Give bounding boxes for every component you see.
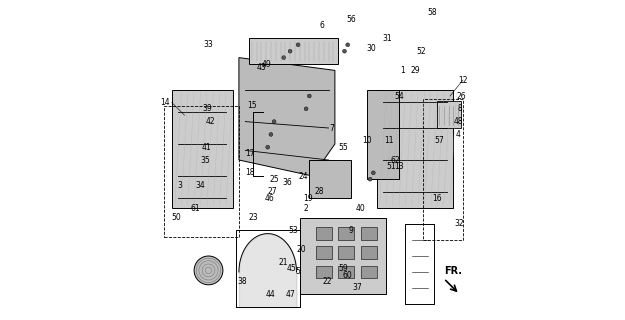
Polygon shape: [376, 90, 453, 208]
Text: 48: 48: [453, 117, 463, 126]
Text: 24: 24: [298, 172, 308, 180]
Text: 5: 5: [296, 268, 301, 276]
Text: 14: 14: [161, 98, 170, 107]
Circle shape: [288, 49, 292, 53]
Text: 10: 10: [362, 136, 372, 145]
Text: 43: 43: [256, 63, 266, 72]
Bar: [361, 246, 376, 259]
Text: 31: 31: [383, 34, 392, 43]
Text: 21: 21: [279, 258, 289, 267]
Text: 57: 57: [434, 136, 444, 145]
Text: 18: 18: [246, 168, 255, 177]
Bar: [316, 227, 332, 240]
Text: 55: 55: [338, 143, 348, 152]
Text: 61: 61: [191, 204, 201, 212]
Text: FR.: FR.: [444, 266, 462, 276]
Bar: [338, 227, 354, 240]
Text: 56: 56: [346, 15, 356, 24]
Bar: [361, 266, 376, 278]
Circle shape: [282, 56, 286, 60]
Bar: [164, 106, 239, 237]
Text: 41: 41: [202, 143, 212, 152]
Text: 47: 47: [285, 290, 295, 299]
Text: 51: 51: [386, 162, 396, 171]
Bar: [316, 246, 332, 259]
Polygon shape: [249, 38, 338, 64]
Text: 45: 45: [287, 264, 297, 273]
Polygon shape: [172, 90, 232, 208]
Circle shape: [194, 256, 223, 285]
Bar: [338, 246, 354, 259]
Circle shape: [266, 145, 269, 149]
Text: 59: 59: [338, 264, 348, 273]
Text: 27: 27: [268, 188, 278, 196]
Text: 9: 9: [349, 226, 353, 235]
Text: 26: 26: [456, 92, 466, 100]
Text: 60: 60: [343, 271, 352, 280]
Text: 4: 4: [456, 130, 461, 139]
Text: 7: 7: [329, 124, 334, 132]
Text: 2: 2: [304, 204, 309, 212]
Text: 29: 29: [410, 66, 420, 75]
Text: 34: 34: [196, 181, 206, 190]
Bar: [438, 101, 461, 128]
Text: 37: 37: [352, 284, 362, 292]
Text: 20: 20: [296, 245, 306, 254]
Text: 11: 11: [384, 136, 394, 145]
Bar: [361, 227, 376, 240]
Text: 16: 16: [432, 194, 442, 203]
Text: 22: 22: [322, 277, 332, 286]
Circle shape: [308, 94, 311, 98]
Text: 49: 49: [261, 60, 271, 68]
Polygon shape: [367, 90, 399, 179]
Text: 36: 36: [282, 178, 292, 187]
Text: 6: 6: [319, 21, 324, 30]
Text: 28: 28: [314, 188, 324, 196]
Text: 33: 33: [204, 40, 213, 49]
Text: 46: 46: [264, 194, 274, 203]
Text: 15: 15: [247, 101, 256, 110]
Circle shape: [269, 132, 273, 136]
Text: 30: 30: [367, 44, 377, 52]
Text: 40: 40: [356, 204, 366, 212]
Text: 3: 3: [177, 181, 182, 190]
Text: 1: 1: [400, 66, 404, 75]
Text: 44: 44: [266, 290, 276, 299]
Circle shape: [342, 49, 346, 53]
Circle shape: [346, 43, 349, 47]
Bar: [423, 99, 463, 240]
Text: 54: 54: [394, 92, 404, 100]
Circle shape: [296, 43, 300, 47]
Circle shape: [371, 171, 375, 175]
Polygon shape: [309, 160, 351, 198]
Circle shape: [304, 107, 308, 111]
Polygon shape: [239, 58, 335, 176]
Text: 12: 12: [458, 76, 468, 84]
Text: 53: 53: [288, 226, 298, 235]
Text: 8: 8: [458, 104, 462, 113]
Text: 42: 42: [205, 117, 215, 126]
Circle shape: [368, 177, 372, 181]
Text: 13: 13: [394, 162, 404, 171]
Polygon shape: [300, 218, 386, 294]
Text: 39: 39: [202, 104, 212, 113]
Bar: [338, 266, 354, 278]
Text: 50: 50: [172, 213, 181, 222]
Text: 62: 62: [391, 156, 401, 164]
Text: 23: 23: [249, 213, 258, 222]
Circle shape: [272, 120, 276, 124]
Text: 25: 25: [269, 175, 279, 184]
Text: 35: 35: [201, 156, 210, 164]
Text: 17: 17: [245, 149, 255, 158]
Text: 58: 58: [428, 8, 438, 17]
Text: 32: 32: [455, 220, 464, 228]
Text: 38: 38: [238, 277, 247, 286]
Bar: [316, 266, 332, 278]
Text: 19: 19: [303, 194, 312, 203]
Text: 52: 52: [416, 47, 426, 56]
